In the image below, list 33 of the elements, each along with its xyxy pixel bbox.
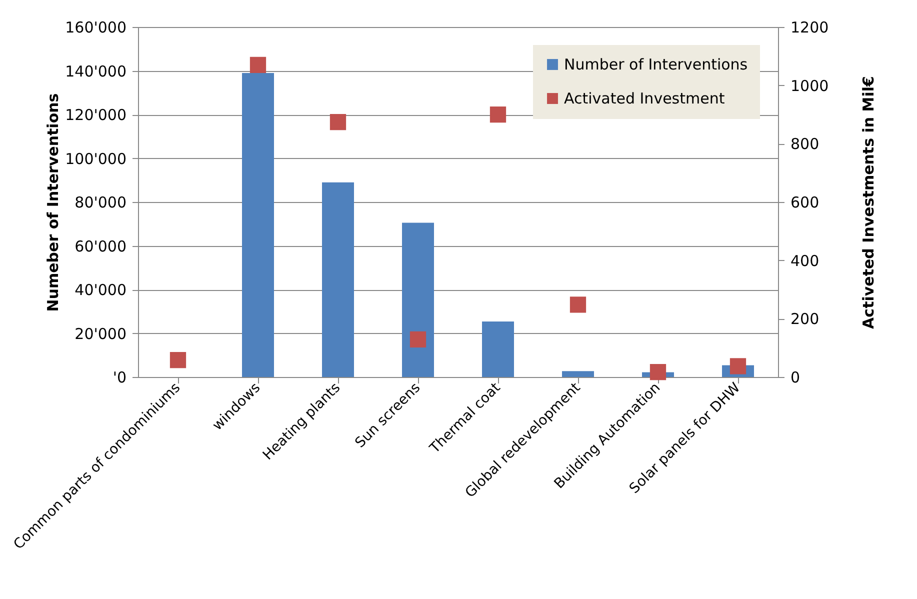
point bbox=[650, 364, 666, 380]
y2-tick-label: 400 bbox=[790, 252, 820, 270]
point bbox=[570, 296, 586, 313]
legend-label: Activated Investment bbox=[564, 90, 725, 108]
bar bbox=[242, 72, 274, 377]
y-tick-label: 80'000 bbox=[74, 194, 126, 212]
y2-tick-label: 1000 bbox=[790, 76, 829, 95]
y2-tick-label: 0 bbox=[790, 368, 800, 386]
y-axis-title: Numeber of Interventions bbox=[44, 93, 62, 312]
bar bbox=[482, 321, 514, 377]
y2-tick-label: 800 bbox=[790, 135, 820, 154]
point bbox=[170, 352, 186, 368]
y-tick-label: 120'000 bbox=[65, 106, 126, 124]
y2-tick-label: 600 bbox=[790, 194, 820, 212]
y-tick-label: 160'000 bbox=[65, 18, 126, 36]
y-tick-label: 20'000 bbox=[74, 324, 126, 343]
point bbox=[490, 106, 506, 123]
y2-axis-title: Activeted Investments in Mil€ bbox=[860, 76, 878, 329]
y-tick-label: 100'000 bbox=[65, 150, 126, 168]
y-tick-label: 60'000 bbox=[74, 237, 126, 256]
y2-tick-label: 200 bbox=[790, 310, 820, 328]
y-tick-label: 40'000 bbox=[74, 281, 126, 299]
legend-label: Number of Interventions bbox=[564, 56, 748, 74]
point bbox=[250, 56, 266, 73]
point bbox=[410, 331, 426, 348]
bar bbox=[402, 222, 434, 377]
y2-tick-label: 1200 bbox=[790, 18, 829, 36]
point bbox=[330, 114, 346, 130]
bar bbox=[562, 371, 594, 377]
y-tick-label: 140'000 bbox=[65, 62, 126, 80]
y-tick-label: '0 bbox=[112, 368, 126, 386]
bar bbox=[322, 182, 354, 377]
point bbox=[730, 358, 746, 374]
